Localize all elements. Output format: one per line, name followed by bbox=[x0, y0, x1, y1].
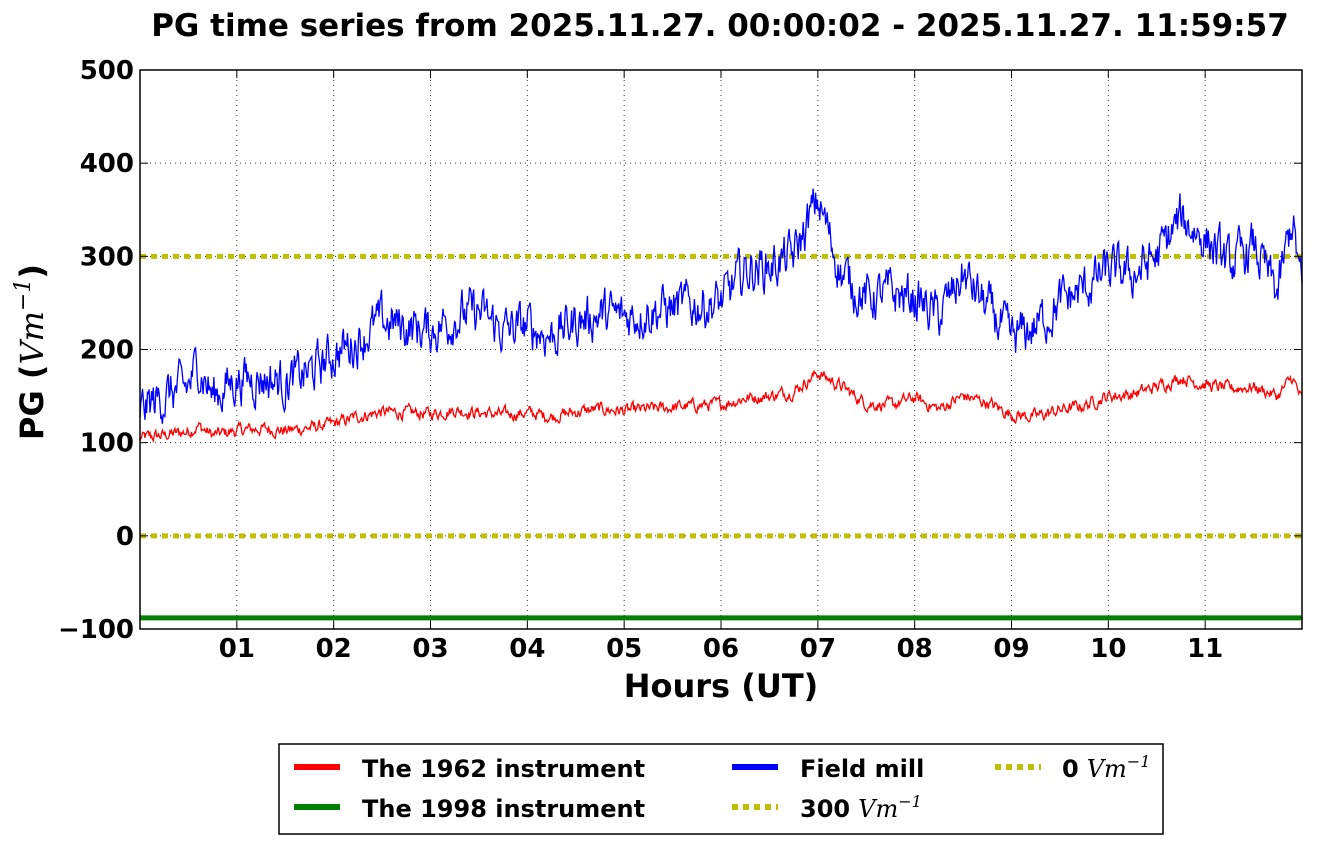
x-tick-label: 08 bbox=[897, 634, 933, 664]
legend-label-field-mill: Field mill bbox=[800, 755, 924, 783]
y-axis-label-unit: Vm bbox=[13, 311, 51, 364]
series-line-the-1962-instrument bbox=[139, 370, 1303, 444]
x-tick-label: 07 bbox=[800, 634, 836, 664]
x-tick-label: 01 bbox=[219, 634, 255, 664]
legend-0-exponent: −1 bbox=[1127, 752, 1151, 771]
series-line-field-mill bbox=[139, 188, 1303, 424]
x-tick-label: 09 bbox=[993, 634, 1029, 664]
y-axis-label-prefix: PG ( bbox=[13, 365, 51, 440]
data-series bbox=[139, 188, 1303, 621]
legend-300-number: 300 bbox=[800, 795, 850, 823]
x-tick-label: 10 bbox=[1090, 634, 1126, 664]
x-tick-label: 03 bbox=[412, 634, 448, 664]
y-tick-label: 0 bbox=[116, 522, 134, 552]
legend-box bbox=[278, 743, 1164, 835]
legend-300-unit: Vm bbox=[858, 795, 898, 823]
y-tick-label: 500 bbox=[80, 56, 134, 86]
x-tick-label: 02 bbox=[316, 634, 352, 664]
y-tick-labels: 500 400 300 200 100 0 −100 bbox=[58, 56, 134, 645]
legend: The 1962 instrument The 1998 instrument … bbox=[278, 743, 1164, 835]
x-tick-label: 11 bbox=[1187, 634, 1223, 664]
grid bbox=[140, 70, 1302, 629]
legend-label-1998: The 1998 instrument bbox=[362, 795, 645, 823]
x-tick-label: 06 bbox=[703, 634, 739, 664]
legend-label-1962: The 1962 instrument bbox=[362, 755, 645, 783]
legend-0-number: 0 bbox=[1062, 755, 1079, 783]
legend-300-exponent: −1 bbox=[898, 792, 922, 811]
axis-ticks bbox=[140, 69, 1302, 630]
x-tick-labels: 01 02 03 04 05 06 07 08 09 10 11 bbox=[219, 634, 1224, 664]
y-tick-label: 400 bbox=[80, 149, 134, 179]
y-axis-label: PG (Vm−1) bbox=[11, 264, 51, 440]
y-axis-label-exponent: −1 bbox=[11, 279, 36, 311]
y-axis-label-suffix: ) bbox=[13, 264, 51, 279]
legend-label-0: 0 Vm−1 bbox=[1062, 752, 1150, 783]
x-tick-label: 04 bbox=[509, 634, 545, 664]
reference-lines bbox=[140, 253, 1302, 539]
x-tick-label: 05 bbox=[606, 634, 642, 664]
x-axis-label: Hours (UT) bbox=[624, 667, 819, 705]
legend-0-unit: Vm bbox=[1087, 755, 1127, 783]
y-tick-label: −100 bbox=[58, 615, 134, 645]
y-tick-label: 100 bbox=[80, 429, 134, 459]
y-tick-label: 200 bbox=[80, 336, 134, 366]
y-tick-label: 300 bbox=[80, 242, 134, 272]
legend-label-300: 300 Vm−1 bbox=[800, 792, 922, 823]
chart-title: PG time series from 2025.11.27. 00:00:02… bbox=[151, 8, 1289, 44]
